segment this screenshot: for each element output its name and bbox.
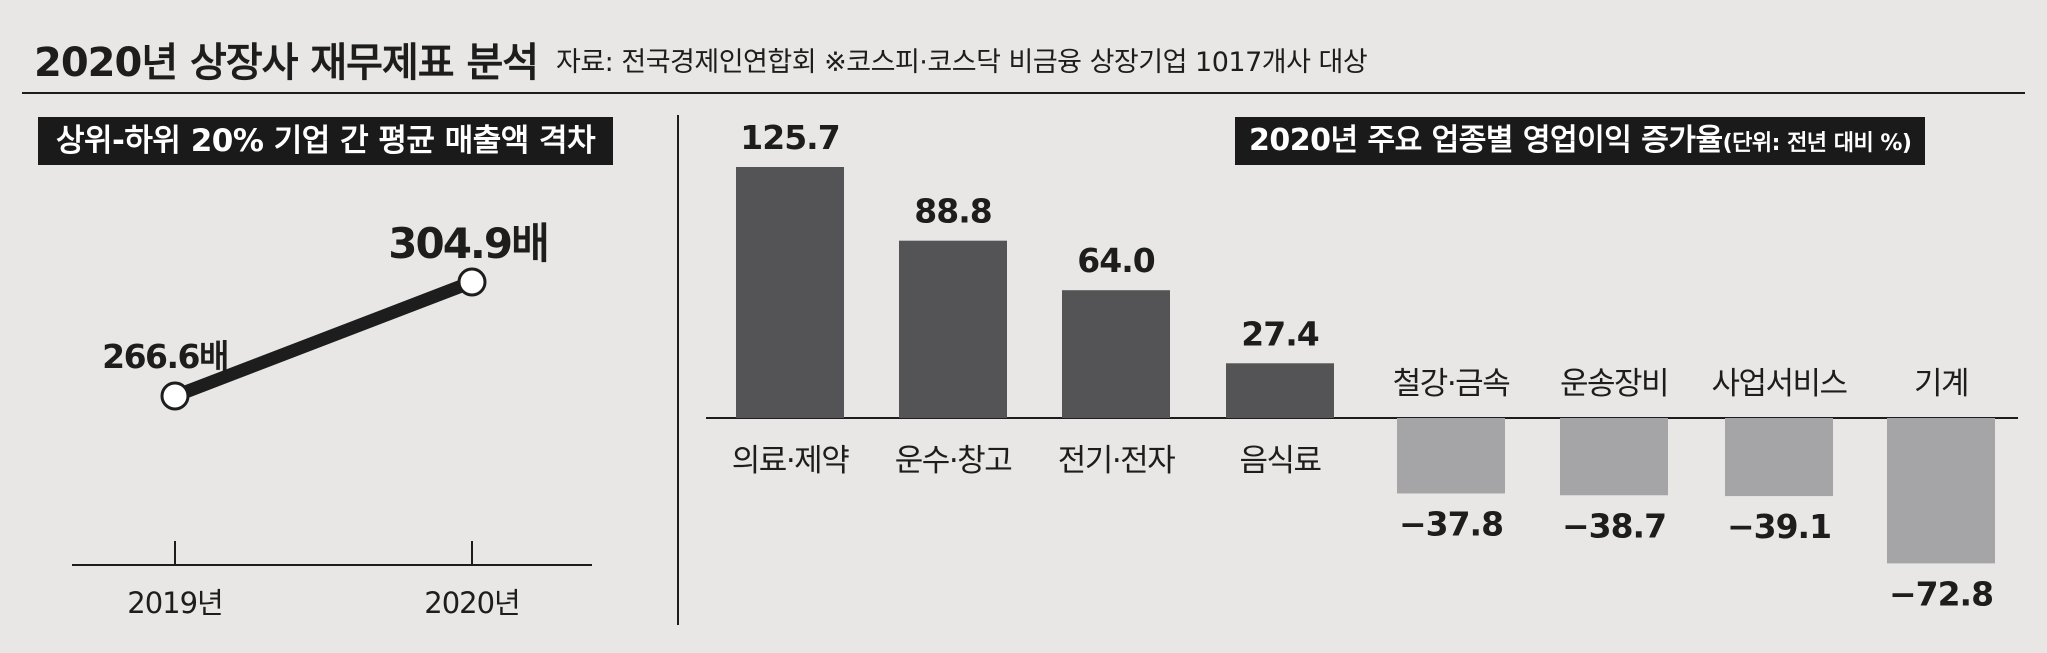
right-chart-label: 2020년 주요 업종별 영업이익 증가율(단위: 전년 대비 %) <box>1235 117 1926 165</box>
source-note: 자료: 전국경제인연합회 ※코스피·코스닥 비금융 상장기업 1017개사 대상 <box>556 47 1368 78</box>
bar <box>1725 418 1833 497</box>
panel-divider <box>677 115 679 625</box>
bar-value-label: −72.8 <box>1889 574 1993 613</box>
bar-value-label: −38.7 <box>1562 506 1666 545</box>
page-title: 2020년 상장사 재무제표 분석 <box>34 40 539 86</box>
series-line <box>168 275 479 403</box>
bar <box>1062 290 1170 418</box>
category-label: 철강·금속 <box>1393 366 1509 402</box>
category-label: 운송장비 <box>1560 366 1668 402</box>
header-divider <box>22 92 2025 94</box>
data-point <box>457 267 487 297</box>
data-label: 304.9배 <box>388 219 548 268</box>
bar <box>1887 418 1995 564</box>
bar-value-label: 27.4 <box>1241 314 1318 353</box>
bar-value-label: −39.1 <box>1727 507 1831 546</box>
bar <box>1560 418 1668 496</box>
bar-value-label: 88.8 <box>914 192 991 231</box>
right-chart-unit: (단위: 전년 대비 %) <box>1722 131 1912 156</box>
category-label: 전기·전자 <box>1058 443 1175 479</box>
bar <box>1226 363 1334 418</box>
category-label: 운수·창고 <box>895 443 1011 479</box>
left-chart-label: 상위-하위 20% 기업 간 평균 매출액 격차 <box>38 117 614 165</box>
bar <box>1397 418 1505 494</box>
x-tick-label: 2020년 <box>424 586 519 620</box>
bar-value-label: 125.7 <box>740 118 839 157</box>
right-chart-label-text: 2020년 주요 업종별 영업이익 증가율 <box>1249 123 1723 158</box>
bar-value-label: 64.0 <box>1077 241 1154 280</box>
data-point <box>160 381 190 411</box>
category-label: 사업서비스 <box>1711 366 1846 402</box>
category-label: 의료·제약 <box>732 443 849 479</box>
category-label: 기계 <box>1914 366 1968 402</box>
category-label: 음식료 <box>1239 443 1320 479</box>
bar <box>736 167 844 418</box>
x-tick-label: 2019년 <box>127 586 222 620</box>
bar-value-label: −37.8 <box>1399 504 1503 543</box>
data-label: 266.6배 <box>102 337 228 376</box>
left-chart-label-text: 상위-하위 20% 기업 간 평균 매출액 격차 <box>56 123 596 159</box>
bar <box>899 240 1007 418</box>
